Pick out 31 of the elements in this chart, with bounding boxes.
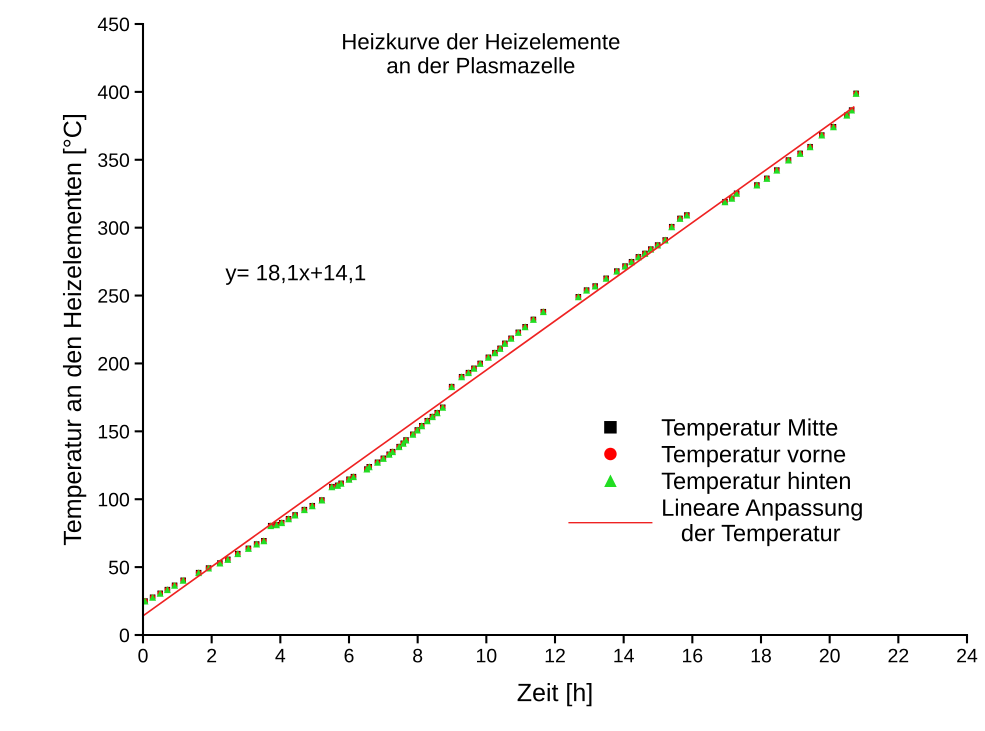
legend-label: Lineare Anpassung der Temperatur [663,498,862,546]
x-tick-label: 14 [614,648,634,662]
y-tick-label: 400 [98,85,130,100]
x-tick-label: 22 [888,648,908,662]
y-tick-label: 50 [108,560,130,574]
x-axis-title: Zeit [h] [518,682,592,706]
y-tick-label: 150 [98,424,130,439]
x-tick-label: 8 [413,648,422,662]
y-tick-label: 0 [120,628,130,642]
y-tick-label: 450 [98,17,130,32]
y-tick-label: 350 [98,153,130,168]
y-tick-label: 200 [98,356,130,371]
x-tick-label: 6 [344,648,354,662]
y-tick-label: 300 [98,221,130,235]
legend-label: Temperatur hinten [662,472,850,494]
x-tick-label: 16 [683,648,702,662]
y-tick-label: 250 [98,289,130,303]
legend-label: Temperatur vorne [662,446,846,468]
x-tick-label: 18 [752,648,771,662]
x-tick-label: 24 [957,648,978,662]
legend-label: Temperatur Mitte [662,418,838,440]
x-tick-label: 4 [275,648,286,662]
x-tick-label: 20 [820,648,840,662]
x-tick-label: 2 [207,648,216,662]
y-tick-label: 100 [98,492,130,506]
y-axis-title: Temperatur an den Heizelementen [°C] [62,115,86,546]
text: Heizkurve der Heizelemente an der Plasmazelle [343,33,620,74]
x-tick-label: 10 [477,648,496,662]
x-tick-label: 12 [546,648,565,662]
annotation: y= 18,1x+14,1 [225,264,366,285]
x-tick-label: 0 [138,648,148,662]
